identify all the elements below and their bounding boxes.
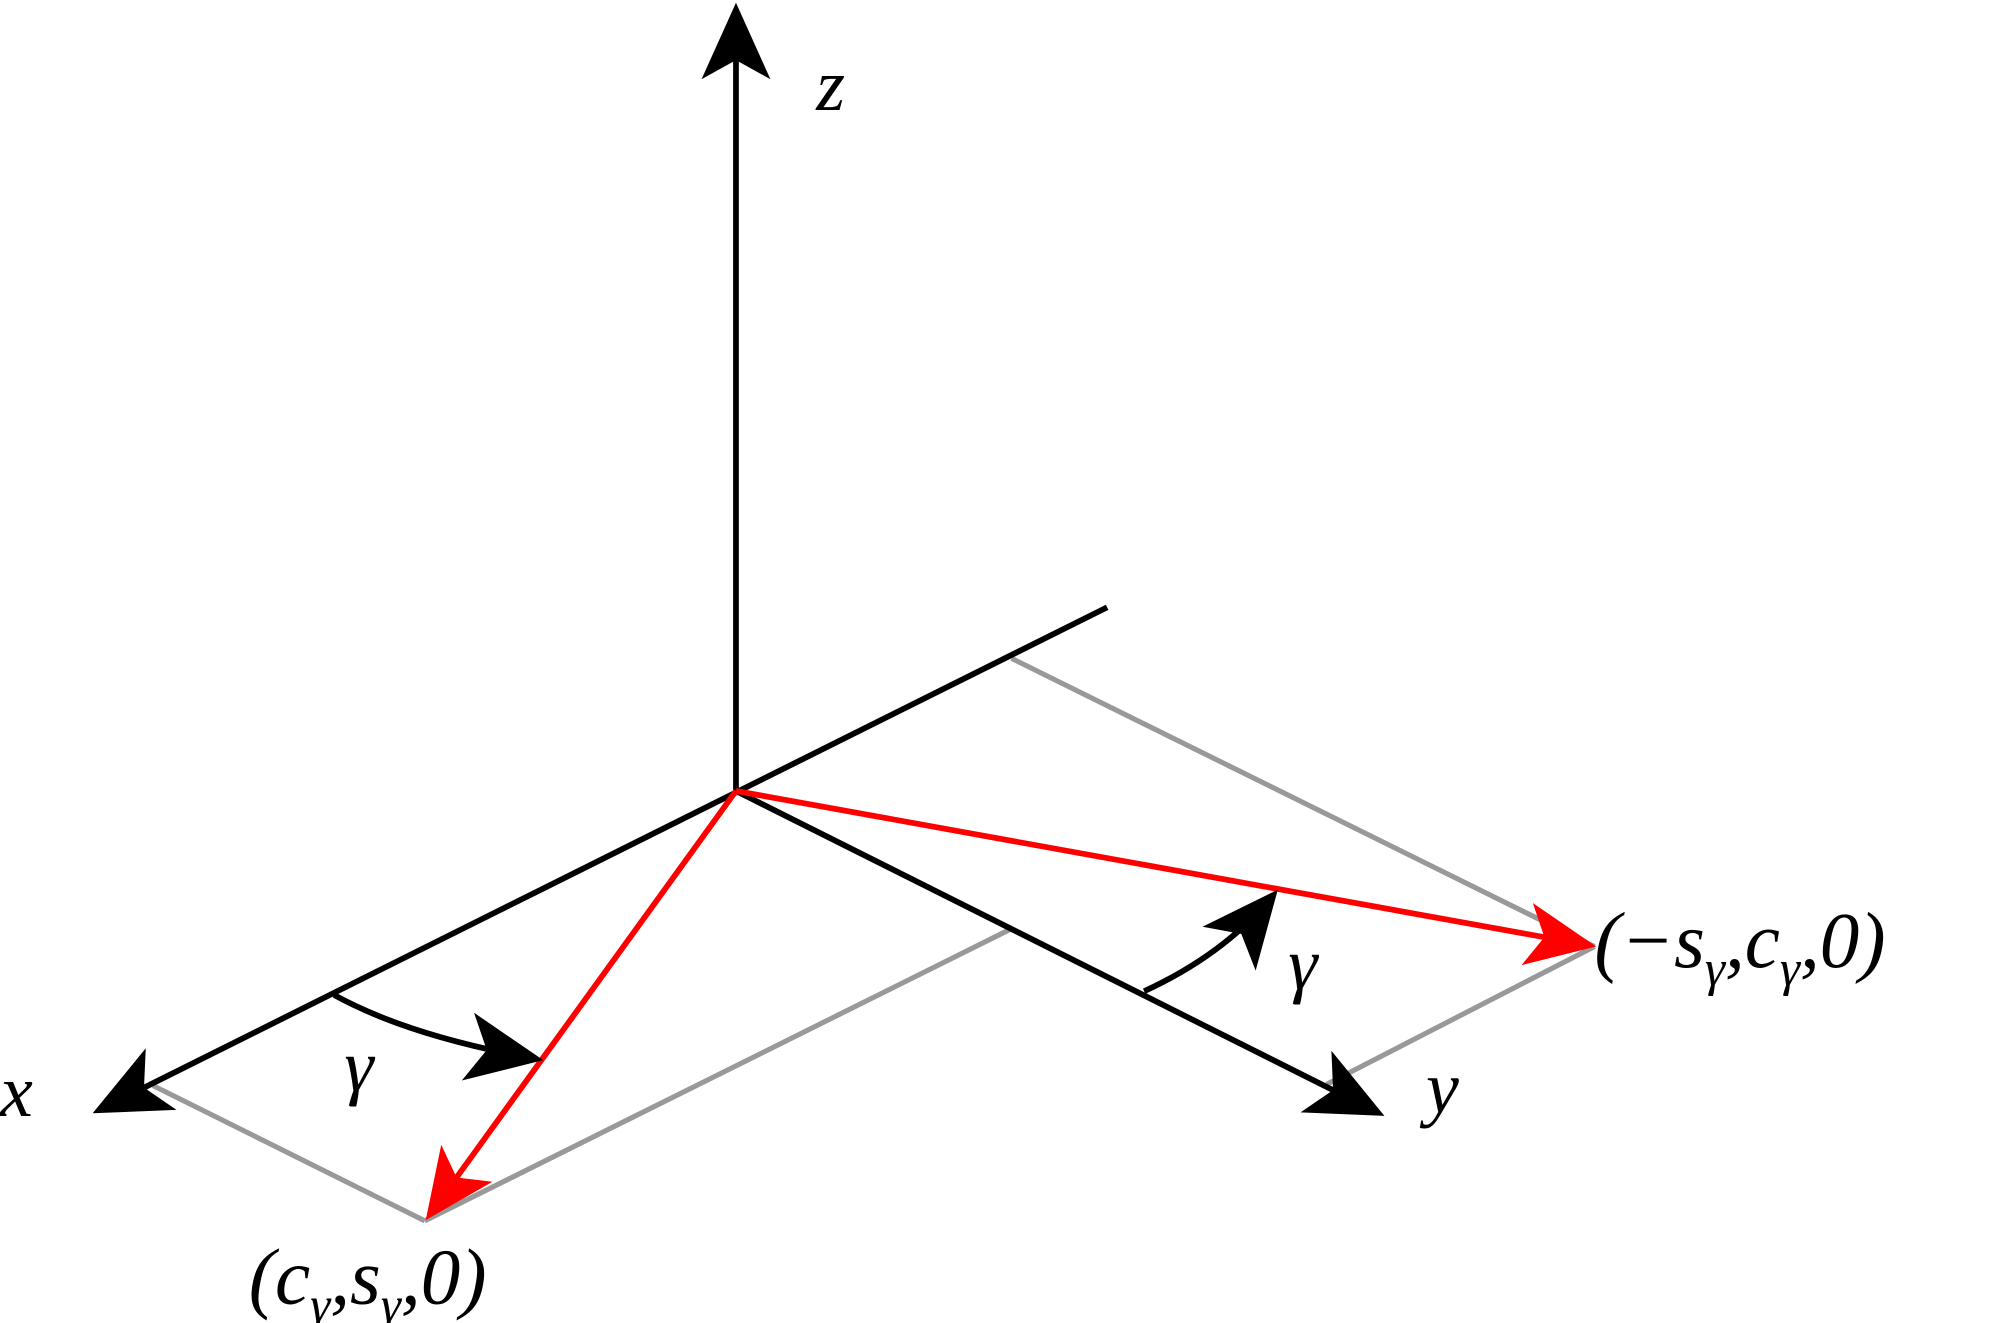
point-label: (cγ,sγ,0) [249,1235,487,1323]
label-part: ,c [1725,898,1780,985]
angle-arcs [332,889,1278,1081]
subscript: γ [1780,941,1802,997]
rotated-vectors [425,788,1597,1221]
label-part: ,s [330,1235,381,1322]
z-label: z [815,45,845,127]
projection-lines [151,656,1596,1224]
point-label: (−sγ,cγ,0) [1594,898,1885,997]
angle-label: γ [344,1026,375,1108]
label-part: ,0) [1800,898,1886,985]
label-part: ,0) [401,1235,487,1322]
y-label: y [1419,1047,1459,1129]
angle-label: γ [1288,924,1319,1006]
subscript: γ [1705,941,1727,997]
label-part: (−s [1594,898,1704,985]
axes [92,2,1385,1116]
x-label: x [0,1051,33,1133]
label-part: (c [249,1235,310,1322]
subscript: γ [381,1278,403,1323]
subscript: γ [310,1278,332,1323]
